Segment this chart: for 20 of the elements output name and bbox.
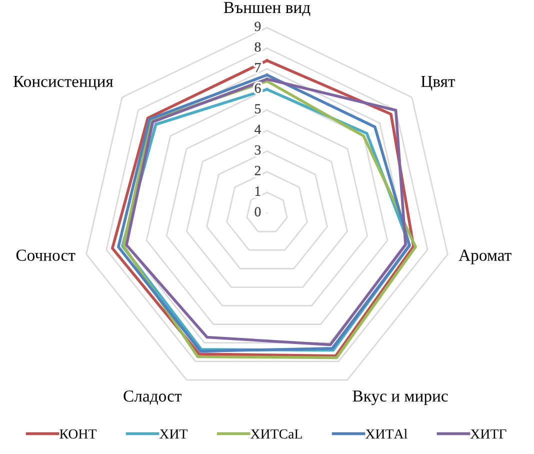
legend-label: ХИТ — [160, 429, 188, 439]
legend-label: ХИТAl — [366, 428, 408, 439]
spoke-label: Цвят — [421, 76, 455, 90]
legend-label: ХИТCaL — [250, 429, 302, 439]
spoke-label: Сладост — [124, 390, 182, 405]
spoke-label: Сочност — [16, 250, 76, 261]
y-tick-label: 1 — [255, 186, 260, 196]
spoke-label: Консистенция — [14, 76, 114, 90]
legend-label: КОНТ — [60, 429, 96, 439]
spoke-label: Външен вид — [224, 2, 310, 16]
y-tick-label: 9 — [254, 22, 261, 32]
spoke-label: Вкус и мирис — [352, 390, 448, 406]
y-tick-label: 3 — [254, 145, 261, 155]
y-tick-label: 4 — [254, 124, 261, 134]
y-tick-label: 5 — [255, 104, 261, 114]
y-tick-label: 8 — [254, 42, 261, 52]
y-tick-label: 2 — [254, 166, 260, 176]
legend-label: ХИТГ — [470, 429, 506, 439]
y-tick-label: 0 — [254, 207, 261, 216]
spoke-label: Аромат — [458, 250, 512, 264]
